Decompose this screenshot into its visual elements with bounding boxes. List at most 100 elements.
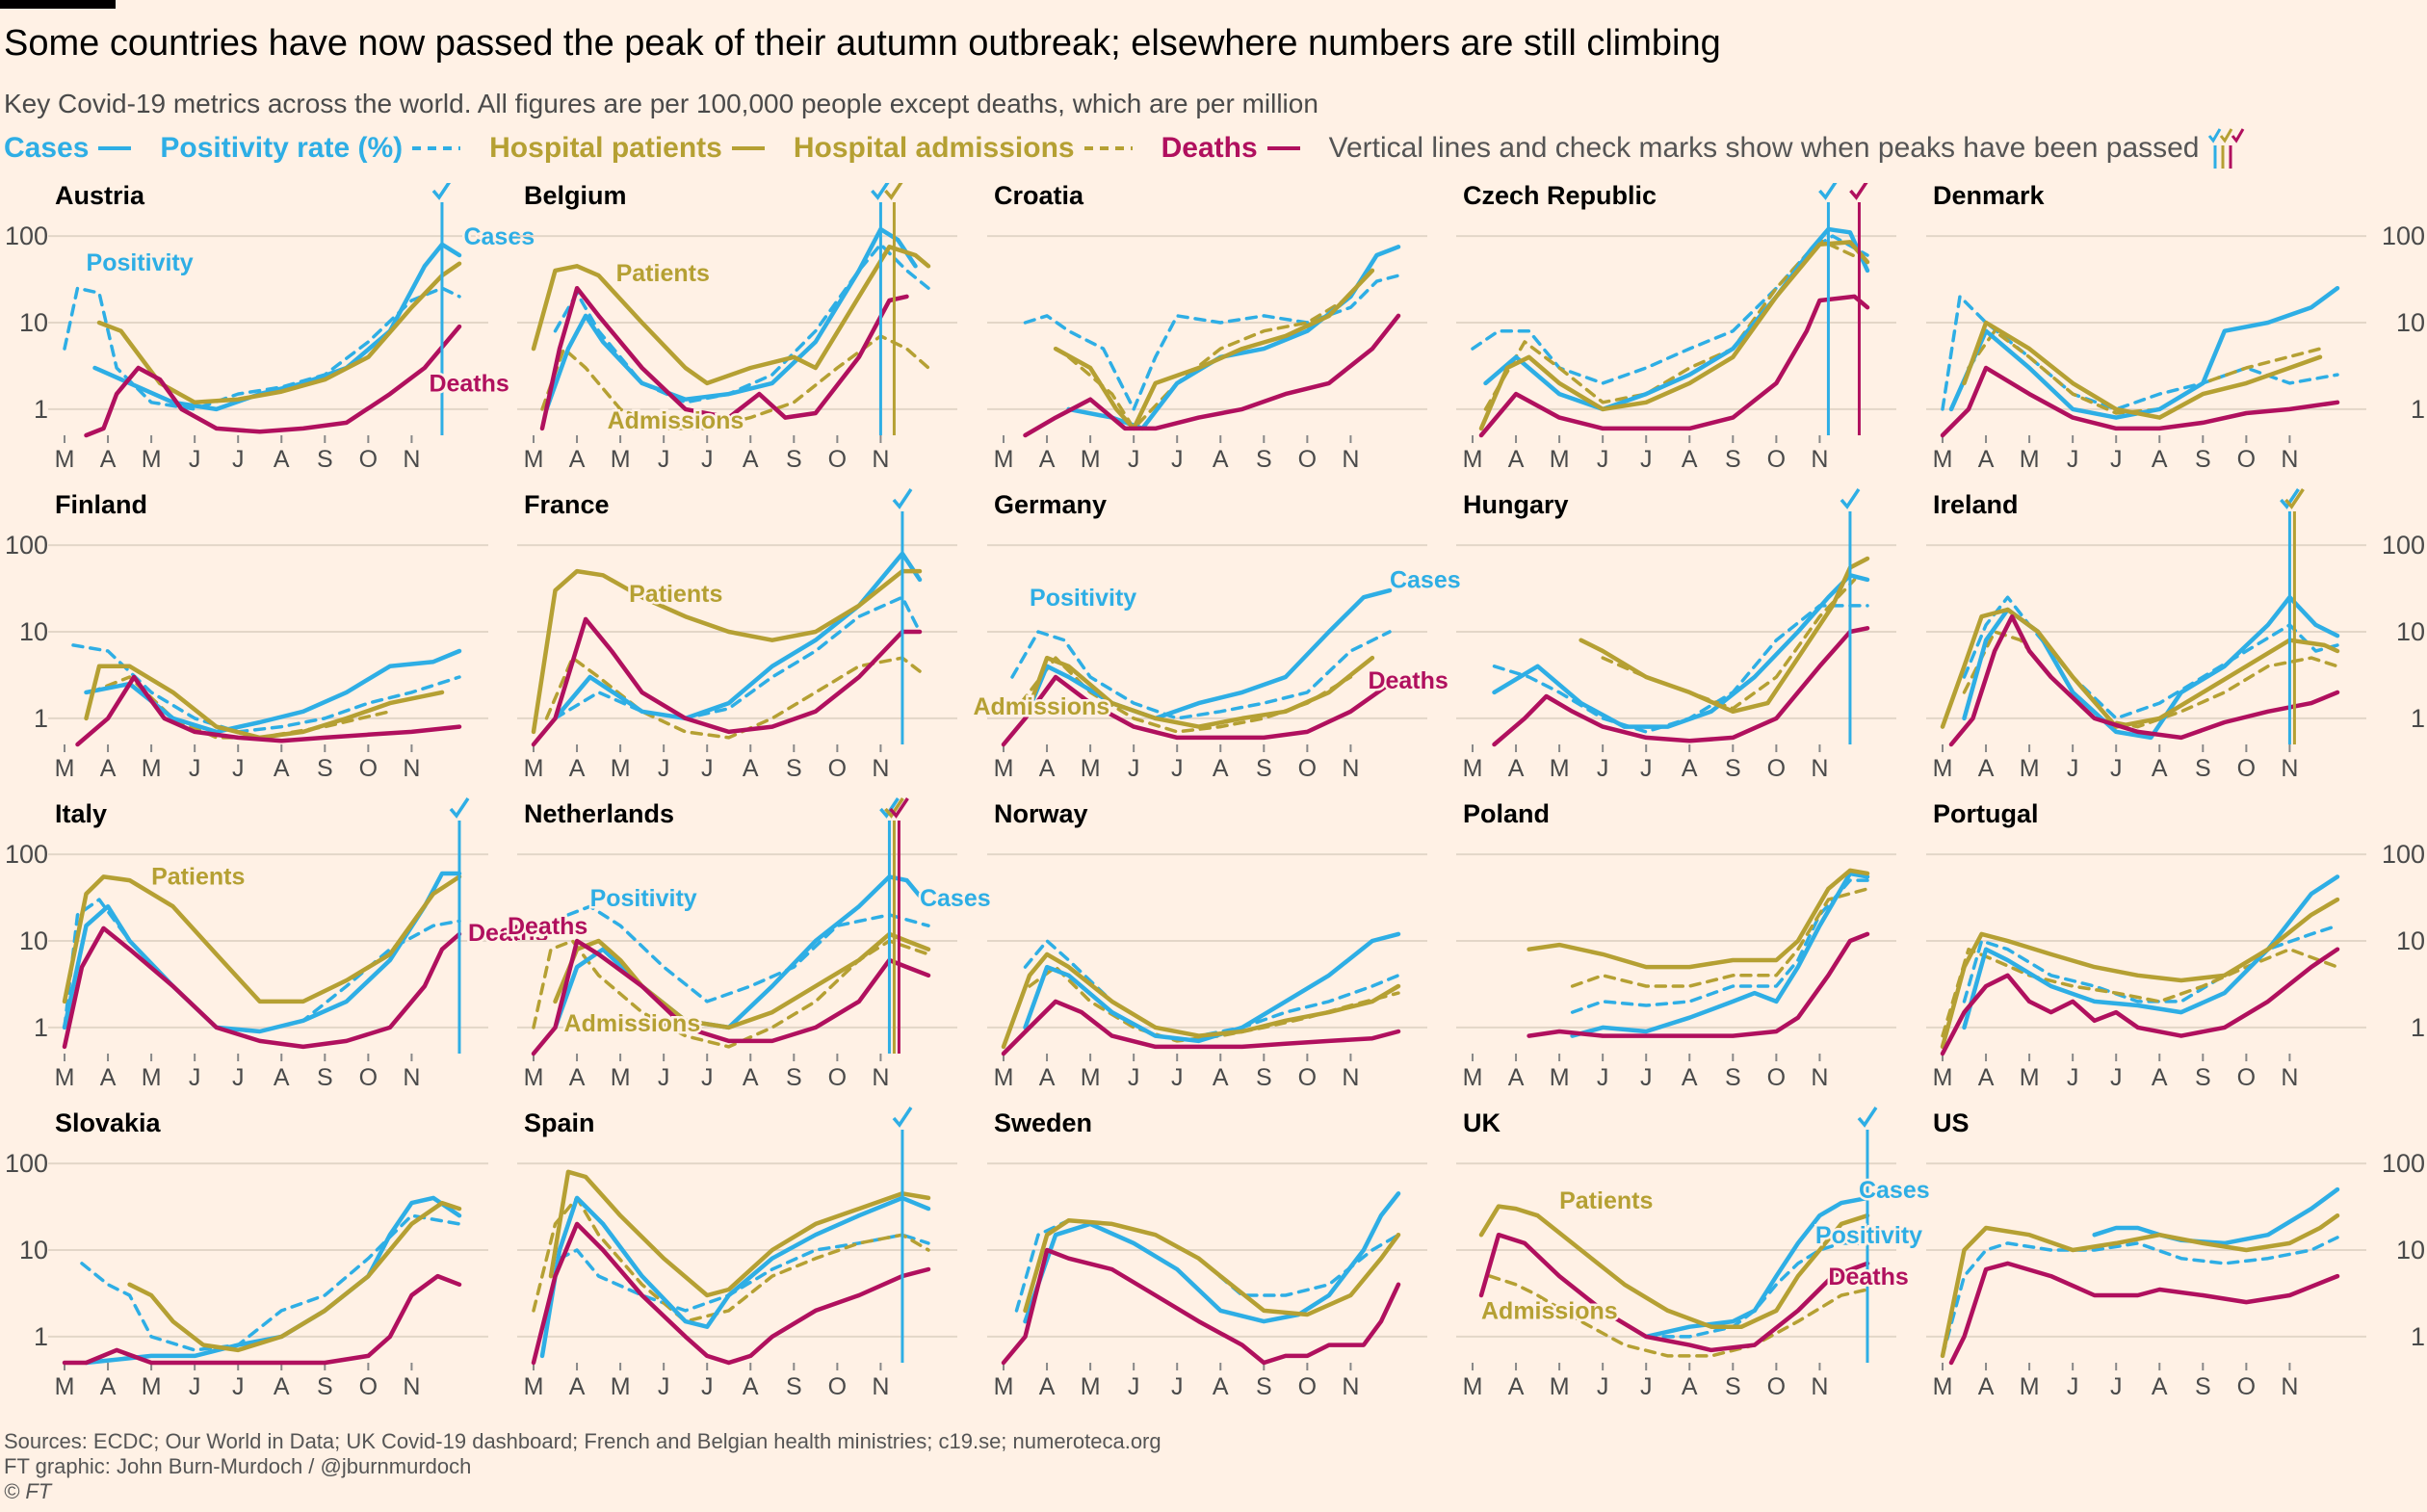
x-tick-label: N: [403, 1373, 420, 1400]
series-cases: [1483, 226, 1870, 412]
x-tick-label: O: [2237, 446, 2256, 473]
x-tick-label: S: [1256, 1373, 1272, 1400]
x-tick-label: J: [189, 446, 201, 473]
panel-title: France: [524, 490, 610, 519]
x-tick-label: N: [403, 1064, 420, 1091]
x-tick-label: O: [2237, 755, 2256, 782]
panel-title: Netherlands: [524, 799, 674, 828]
x-tick-label: A: [2152, 1373, 2168, 1400]
x-tick-label: J: [2067, 755, 2079, 782]
x-tick-label: J: [232, 446, 245, 473]
x-tick-label: A: [1978, 1373, 1995, 1400]
series-cases: [1066, 245, 1401, 431]
y-tick-label: 100: [2382, 531, 2425, 560]
x-tick-label: M: [1550, 446, 1570, 473]
peak-check-icon: [884, 797, 904, 819]
series-deaths: [1001, 1247, 1401, 1366]
x-tick-label: M: [524, 446, 544, 473]
x-tick-label: M: [1933, 1373, 1953, 1400]
x-tick-label: S: [2195, 755, 2211, 782]
x-tick-label: M: [142, 1064, 162, 1091]
x-tick-label: J: [1171, 755, 1184, 782]
x-tick-label: A: [1682, 1373, 1698, 1400]
x-tick-label: O: [828, 755, 847, 782]
x-tick-label: M: [611, 755, 631, 782]
series-cases: [1492, 573, 1870, 729]
panel-germany: M A M J J A S O NGermanyPositivityAdmissionsCase…: [971, 490, 1463, 782]
series-deaths: [1940, 365, 2340, 438]
x-tick-label: M: [55, 1064, 75, 1091]
x-tick-label: S: [317, 1373, 333, 1400]
x-tick-label: N: [872, 1373, 889, 1400]
x-tick-label: N: [2281, 755, 2298, 782]
series-positivity: [1644, 1241, 1869, 1339]
x-tick-label: J: [1128, 1064, 1140, 1091]
series-deaths: [531, 1221, 931, 1366]
x-tick-label: J: [2110, 1373, 2123, 1400]
y-tick-label: 1: [34, 395, 48, 424]
x-tick-label: M: [55, 1373, 75, 1400]
x-tick-label: J: [658, 755, 670, 782]
panel-title: Italy: [55, 799, 107, 828]
x-tick-label: J: [189, 1373, 201, 1400]
series-positivity: [1023, 274, 1400, 411]
series-positivity: [1962, 924, 2339, 1004]
x-tick-label: A: [743, 755, 759, 782]
series-positivity: [566, 904, 930, 1004]
x-tick-label: A: [100, 755, 117, 782]
x-tick-label: S: [786, 1373, 802, 1400]
series-patients: [1053, 268, 1375, 431]
x-tick-label: S: [1725, 755, 1741, 782]
x-tick-label: A: [1039, 1373, 1056, 1400]
y-tick-label: 100: [5, 1149, 48, 1178]
x-tick-label: N: [1342, 1064, 1359, 1091]
y-tick-label: 1: [2411, 1013, 2425, 1042]
x-tick-label: A: [100, 1373, 117, 1400]
x-tick-label: M: [994, 446, 1014, 473]
x-tick-label: M: [1550, 755, 1570, 782]
x-tick-label: A: [1508, 1064, 1525, 1091]
panel-title: Croatia: [994, 183, 1084, 210]
x-tick-label: A: [1508, 755, 1525, 782]
peak-check-icon: [449, 797, 470, 819]
footer-credit: FT graphic: John Burn-Murdoch / @jburnmu…: [4, 1454, 472, 1478]
x-tick-label: J: [2067, 1373, 2079, 1400]
series-admissions: [1066, 295, 1353, 430]
x-tick-label: S: [1256, 1064, 1272, 1091]
series-cases: [1023, 1191, 1401, 1324]
x-tick-label: J: [1597, 446, 1609, 473]
x-tick-label: M: [142, 1373, 162, 1400]
series-patients: [96, 261, 462, 405]
x-tick-label: M: [2020, 1373, 2040, 1400]
x-tick-label: J: [701, 446, 714, 473]
series-positivity: [63, 898, 461, 1033]
series-label-positivity: Positivity: [1815, 1222, 1922, 1249]
x-tick-label: A: [743, 1373, 759, 1400]
panel-title: Spain: [524, 1108, 595, 1137]
x-tick-label: M: [1550, 1373, 1570, 1400]
x-tick-label: A: [2152, 446, 2168, 473]
x-tick-label: A: [2152, 755, 2168, 782]
x-tick-label: M: [2020, 1064, 2040, 1091]
x-tick-label: M: [142, 446, 162, 473]
peak-check-icon: [1818, 183, 1838, 200]
x-tick-label: M: [1081, 755, 1101, 782]
series-admissions: [1962, 630, 2339, 729]
x-tick-label: M: [2020, 755, 2040, 782]
series-deaths: [1001, 674, 1393, 747]
x-tick-label: S: [1725, 1064, 1741, 1091]
x-tick-label: N: [1811, 446, 1828, 473]
series-label-patients: Patients: [616, 260, 710, 287]
x-tick-label: A: [569, 1064, 586, 1091]
series-label-deaths: Deaths: [508, 913, 587, 940]
series-deaths: [539, 285, 909, 431]
x-tick-label: M: [55, 446, 75, 473]
x-tick-label: J: [1640, 1064, 1653, 1091]
panel-title: Ireland: [1933, 490, 2019, 519]
x-tick-label: J: [1128, 755, 1140, 782]
